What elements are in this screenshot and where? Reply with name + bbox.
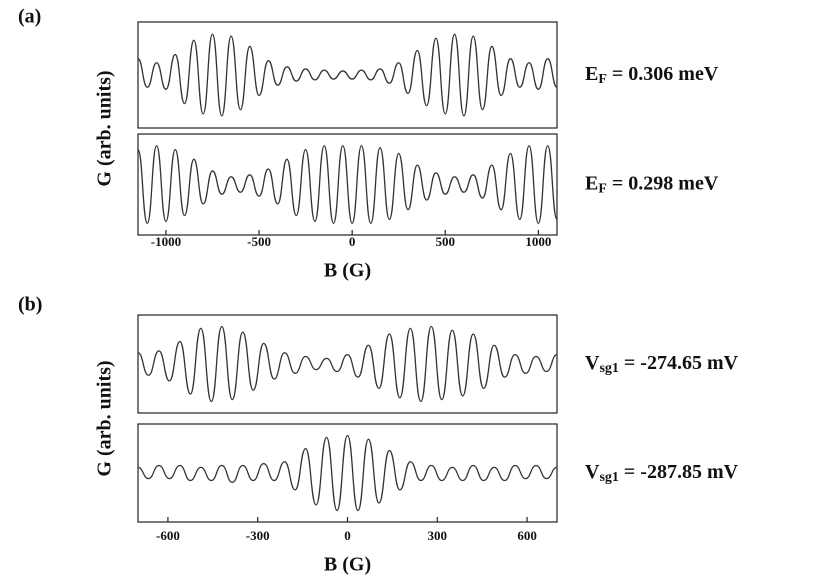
annotation-text: E	[585, 63, 598, 85]
annotation-subscript: F	[598, 182, 607, 197]
annotation-text: E	[585, 172, 598, 194]
x-axis-label: B (G)	[324, 260, 371, 282]
annotation-subscript: F	[598, 72, 607, 87]
x-tick-label: 0	[344, 528, 351, 543]
x-tick-label: -500	[247, 234, 271, 249]
trace-annotation: Vsg1 = -287.85 mV	[585, 461, 739, 486]
plot-frame	[137, 133, 558, 236]
panel-label: (b)	[18, 294, 42, 316]
plot-frame	[137, 21, 558, 129]
x-tick-label: 1000	[525, 234, 551, 249]
trace	[137, 145, 558, 224]
trace-annotation: Vsg1 = -274.65 mV	[585, 352, 739, 377]
annotation-subscript: sg1	[599, 470, 618, 485]
x-tick-label: 300	[428, 528, 448, 543]
y-axis-label: G (arb. units)	[94, 360, 116, 476]
trace	[137, 325, 558, 403]
x-tick-label: 0	[349, 234, 356, 249]
panel-label: (a)	[18, 6, 41, 28]
trace	[137, 33, 558, 117]
trace-annotation: EF = 0.298 meV	[585, 172, 719, 197]
x-tick-label: -600	[156, 528, 180, 543]
annotation-text: V	[585, 461, 600, 483]
x-tick-label: -300	[246, 528, 270, 543]
annotation-subscript: sg1	[599, 361, 618, 376]
plot-frame	[137, 314, 558, 414]
x-axis-label: B (G)	[324, 554, 371, 576]
annotation-text: = 0.306 meV	[607, 63, 719, 85]
annotation-text: = 0.298 meV	[607, 172, 719, 194]
trace-annotation: EF = 0.306 meV	[585, 63, 719, 88]
x-tick-label: 600	[517, 528, 537, 543]
x-tick-label: -1000	[151, 234, 181, 249]
x-tick-label: 500	[436, 234, 456, 249]
plot-frame	[137, 423, 558, 523]
annotation-text: = -274.65 mV	[619, 352, 739, 374]
annotation-text: V	[585, 352, 600, 374]
trace	[137, 434, 558, 512]
annotation-text: = -287.85 mV	[619, 461, 739, 483]
y-axis-label: G (arb. units)	[94, 70, 116, 186]
